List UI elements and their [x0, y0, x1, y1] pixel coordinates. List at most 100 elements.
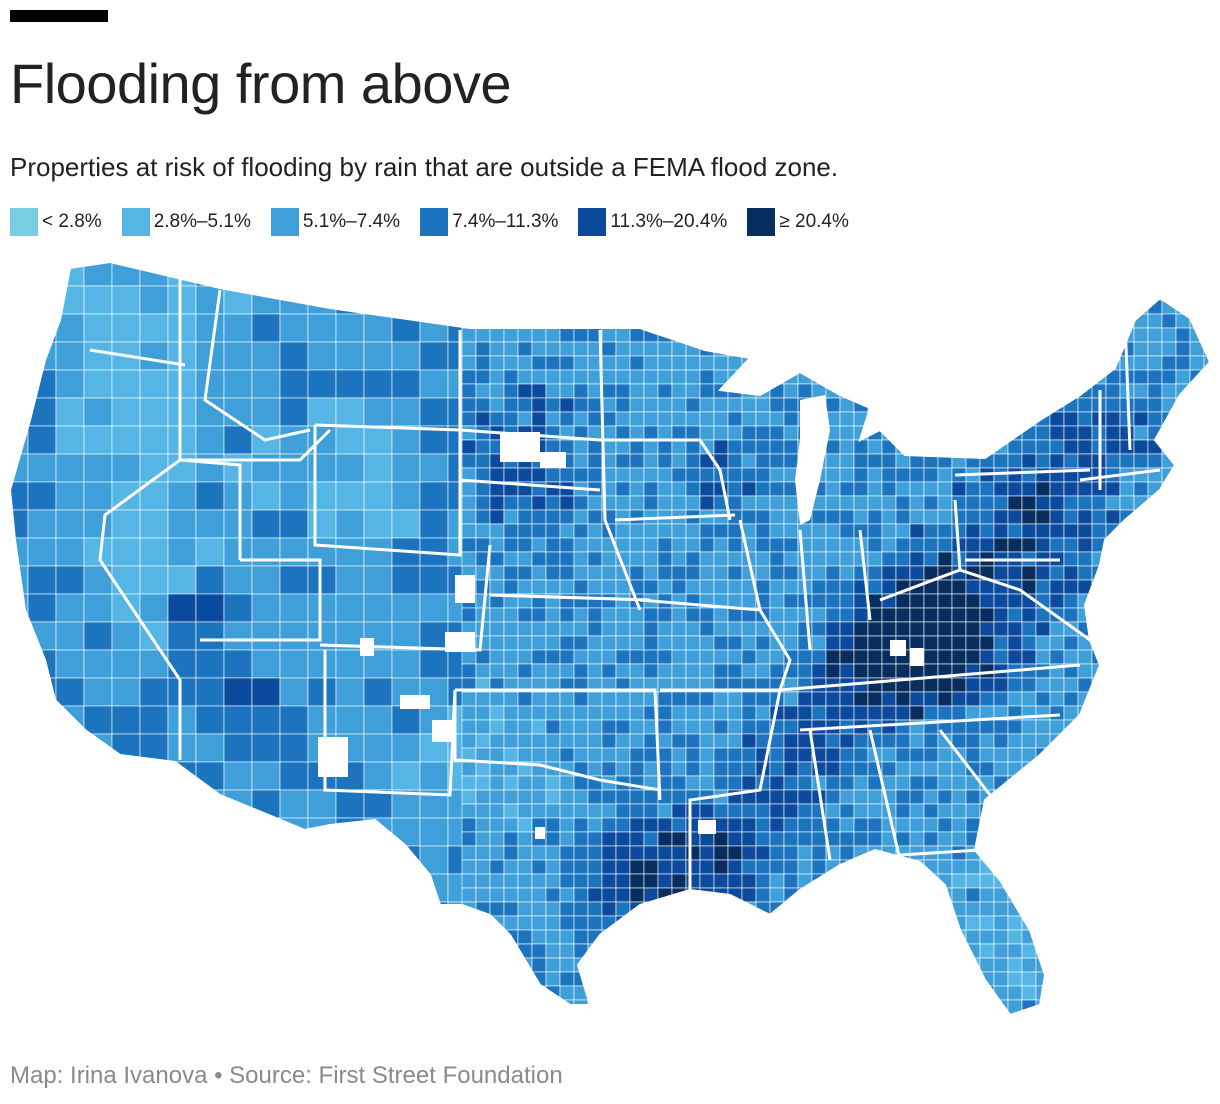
county-cell [475, 887, 491, 903]
county-cell [741, 663, 757, 679]
county-cell [573, 565, 589, 581]
county-cell [1049, 775, 1065, 791]
county-cell [559, 355, 575, 371]
county-cell [475, 453, 491, 469]
legend-swatch [747, 208, 776, 236]
county-cell [587, 565, 603, 581]
county-cell [587, 397, 603, 413]
county-cell [559, 523, 575, 539]
county-cell [419, 593, 449, 623]
county-cell [489, 579, 505, 595]
county-cell [699, 565, 715, 581]
county-cell [1133, 453, 1149, 469]
county-cell [531, 789, 547, 805]
county-cell [601, 845, 617, 861]
county-cell [909, 915, 925, 931]
county-cell [1007, 635, 1023, 651]
county-cell [699, 859, 715, 875]
county-cell [1105, 481, 1121, 497]
county-cell [111, 761, 141, 791]
county-cell [643, 551, 659, 567]
county-cell [629, 943, 645, 959]
county-cell [559, 887, 575, 903]
county-cell [461, 327, 477, 343]
county-cell [825, 649, 841, 665]
county-cell [601, 761, 617, 777]
county-cell [10, 285, 29, 315]
county-cell [391, 705, 421, 735]
county-cell [1007, 537, 1023, 553]
county-cell [895, 327, 911, 343]
county-cell [335, 509, 365, 539]
county-cell [195, 593, 225, 623]
county-cell [503, 691, 519, 707]
county-cell [573, 509, 589, 525]
county-cell [1189, 411, 1205, 427]
county-cell [1161, 607, 1177, 623]
county-cell [587, 313, 603, 329]
county-cell [699, 481, 715, 497]
county-cell [1077, 789, 1093, 805]
county-cell [629, 817, 645, 833]
county-cell [671, 537, 687, 553]
county-cell [1133, 285, 1149, 301]
county-cell [727, 929, 743, 945]
county-cell [587, 299, 603, 315]
county-cell [1091, 929, 1107, 945]
county-cell [881, 985, 897, 1001]
county-cell [1049, 901, 1065, 917]
county-cell [895, 621, 911, 637]
county-cell [1063, 341, 1079, 357]
county-cell [573, 495, 589, 511]
county-cell [1021, 719, 1037, 735]
county-cell [909, 509, 925, 525]
county-cell [825, 355, 841, 371]
county-cell [517, 635, 533, 651]
county-cell [1119, 901, 1135, 917]
county-cell [727, 901, 743, 917]
county-cell [797, 327, 813, 343]
county-cell [895, 887, 911, 903]
county-cell [461, 313, 477, 329]
county-cell [55, 397, 85, 427]
county-cell [853, 495, 869, 511]
county-cell [825, 621, 841, 637]
county-cell [756, 1028, 770, 1030]
county-cell [545, 1013, 561, 1015]
county-cell [1077, 649, 1093, 665]
county-cell [699, 383, 715, 399]
county-cell [909, 621, 925, 637]
county-cell [503, 523, 519, 539]
county-cell [713, 313, 729, 329]
county-cell [573, 467, 589, 483]
county-cell [783, 565, 799, 581]
county-cell [755, 803, 771, 819]
county-cell [1007, 453, 1023, 469]
county-cell [363, 565, 393, 595]
county-cell [475, 859, 491, 875]
county-cell [1091, 901, 1107, 917]
county-cell [461, 262, 477, 273]
county-cell [503, 285, 519, 301]
county-cell [1161, 691, 1177, 707]
county-cell [27, 957, 57, 987]
nodata-area [360, 638, 374, 656]
county-cell [769, 943, 785, 959]
county-cell [531, 565, 547, 581]
county-cell [545, 733, 561, 749]
county-cell [601, 579, 617, 595]
county-cell [601, 663, 617, 679]
county-cell [993, 425, 1009, 441]
county-cell [797, 747, 813, 763]
county-cell [601, 285, 617, 301]
county-cell [1175, 635, 1191, 651]
county-cell [769, 262, 785, 273]
county-cell [1175, 831, 1191, 847]
county-cell [993, 355, 1009, 371]
county-cell [195, 537, 225, 567]
county-cell [1063, 733, 1079, 749]
county-cell [895, 901, 911, 917]
county-cell [699, 271, 715, 287]
county-cell [1091, 327, 1107, 343]
county-cell [1021, 369, 1037, 385]
